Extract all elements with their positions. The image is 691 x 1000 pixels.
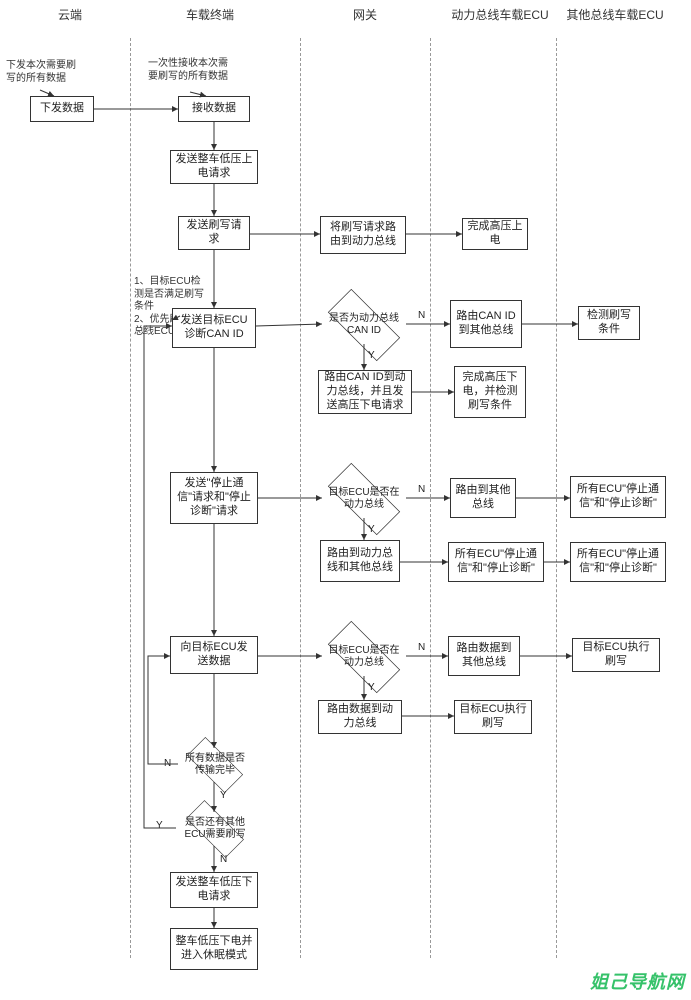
diamond-is-power-canid: 是否为动力总线CAN ID	[316, 302, 412, 348]
note-cloud-send: 下发本次需要刷写的所有数据	[6, 60, 78, 85]
box-send-flash-req: 发送刷写请求	[178, 216, 250, 250]
box-route-canid-other: 路由CAN ID到其他总线	[450, 300, 522, 348]
lane-divider	[556, 38, 557, 958]
box-hv-off-detect: 完成高压下电，并检测刷写条件	[454, 366, 526, 418]
box-route-other-bus: 路由到其他总线	[450, 478, 516, 518]
lane-header-cloud: 云端	[40, 8, 100, 22]
label-n: N	[418, 484, 425, 495]
label-n: N	[418, 642, 425, 653]
label-y: Y	[368, 524, 375, 535]
box-all-ecu-stop-2b: 所有ECU"停止通信"和"停止诊断"	[570, 542, 666, 582]
diamond-more-ecu: 是否还有其他ECU需要刷写	[170, 808, 260, 850]
watermark: 姐己导航网	[590, 968, 685, 994]
label-y: Y	[156, 820, 163, 831]
lane-header-terminal: 车载终端	[170, 8, 250, 22]
box-route-canid-power: 路由CAN ID到动力总线，并且发送高压下电请求	[318, 370, 412, 414]
box-detect-cond: 检测刷写条件	[578, 306, 640, 340]
box-cloud-send: 下发数据	[30, 96, 94, 122]
diamond-label: 目标ECU是否在动力总线	[327, 487, 401, 511]
box-target-flash-other: 目标ECU执行刷写	[572, 638, 660, 672]
box-route-data-other: 路由数据到其他总线	[448, 636, 520, 676]
box-lv-off-sleep: 整车低压下电并进入休眠模式	[170, 928, 258, 970]
label-y: Y	[368, 682, 375, 693]
diamond-target-power-2: 目标ECU是否在动力总线	[316, 634, 412, 680]
label-n: N	[220, 854, 227, 865]
box-target-flash-power: 目标ECU执行刷写	[454, 700, 532, 734]
label-n: N	[164, 758, 171, 769]
box-route-power-other: 路由到动力总线和其他总线	[320, 540, 400, 582]
label-y: Y	[220, 790, 227, 801]
lane-header-power-ecu: 动力总线车载ECU	[450, 8, 550, 22]
diamond-label: 是否为动力总线CAN ID	[329, 313, 399, 337]
diamond-label: 所有数据是否传输完毕	[181, 753, 249, 777]
lane-divider	[430, 38, 431, 958]
lane-divider	[130, 38, 131, 958]
box-send-lv-off: 发送整车低压下电请求	[170, 872, 258, 908]
box-hv-on: 完成高压上电	[462, 218, 528, 250]
lane-divider	[300, 38, 301, 958]
box-send-target-canid: 发送目标ECU诊断CAN ID	[172, 308, 256, 348]
box-send-lv-on: 发送整车低压上电请求	[170, 150, 258, 184]
box-all-ecu-stop-2a: 所有ECU"停止通信"和"停止诊断"	[448, 542, 544, 582]
box-send-stop-req: 发送"停止通信"请求和"停止诊断"请求	[170, 472, 258, 524]
box-route-data-power: 路由数据到动力总线	[318, 700, 402, 734]
diamond-all-sent: 所有数据是否传输完毕	[172, 744, 258, 786]
diamond-label: 是否还有其他ECU需要刷写	[179, 817, 251, 841]
box-all-ecu-stop-1: 所有ECU"停止通信"和"停止诊断"	[570, 476, 666, 518]
box-send-data-target: 向目标ECU发送数据	[170, 636, 258, 674]
lane-header-gateway: 网关	[340, 8, 390, 22]
note-recv: 一次性接收本次需要刷写的所有数据	[148, 58, 228, 83]
box-recv-data: 接收数据	[178, 96, 250, 122]
box-route-flash-power: 将刷写请求路由到动力总线	[320, 216, 406, 254]
diamond-label: 目标ECU是否在动力总线	[327, 645, 401, 669]
label-y: Y	[368, 350, 375, 361]
diamond-target-power-1: 目标ECU是否在动力总线	[316, 476, 412, 522]
label-n: N	[418, 310, 425, 321]
lane-header-other-ecu: 其他总线车载ECU	[565, 8, 665, 22]
